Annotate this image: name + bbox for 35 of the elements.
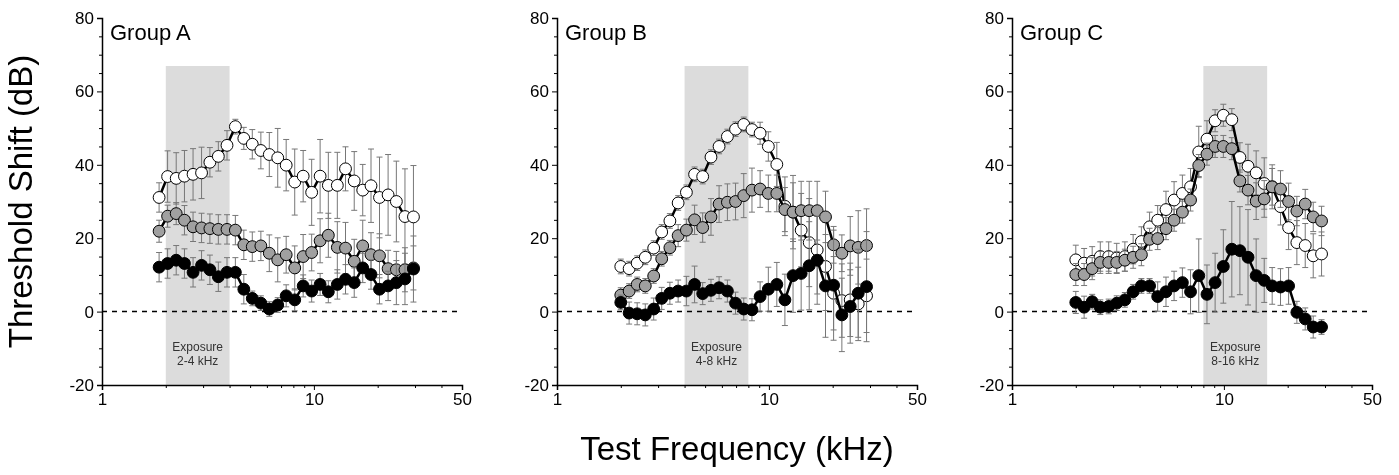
x-tick-label: 10 (304, 390, 324, 410)
y-tick-label: -20 (524, 375, 549, 395)
x-axis-title: Test Frequency (kHz) (580, 430, 894, 467)
y-tick-label: -20 (69, 375, 94, 395)
y-tick-label: 40 (530, 155, 549, 175)
y-tick-label: 80 (985, 8, 1004, 28)
y-tick-label: 40 (985, 155, 1004, 175)
x-tick-label: 50 (908, 390, 927, 410)
x-tick-label: 1 (97, 390, 108, 410)
band-label: Exposure 4-8 kHz (691, 340, 743, 368)
chart-title: Group B (565, 20, 647, 45)
x-tick-label: 50 (1363, 390, 1382, 410)
y-tick-label: 80 (75, 8, 94, 28)
x-tick-label: 10 (759, 390, 779, 410)
x-tick-label: 1 (1007, 390, 1018, 410)
y-tick-label: 40 (75, 155, 94, 175)
x-tick-label: 1 (552, 390, 563, 410)
y-tick-label: 80 (530, 8, 549, 28)
y-axis-title: Threshold Shift (dB) (2, 54, 39, 349)
y-tick-label: 60 (985, 82, 1004, 102)
y-tick-label: 20 (75, 229, 94, 249)
y-tick-label: 0 (84, 302, 94, 322)
y-tick-label: -20 (979, 375, 1004, 395)
y-tick-label: 60 (530, 82, 549, 102)
chart-title: Group C (1020, 20, 1104, 45)
band-label: Exposure 8-16 kHz (1209, 340, 1261, 368)
x-tick-label: 50 (453, 390, 472, 410)
y-tick-label: 60 (75, 82, 94, 102)
band-label: Exposure 2-4 kHz (172, 340, 224, 368)
chart-title: Group A (110, 20, 192, 45)
y-tick-label: 0 (994, 302, 1004, 322)
x-tick-label: 10 (1214, 390, 1234, 410)
y-tick-label: 20 (530, 229, 549, 249)
y-tick-label: 20 (985, 229, 1004, 249)
y-tick-label: 0 (539, 302, 549, 322)
